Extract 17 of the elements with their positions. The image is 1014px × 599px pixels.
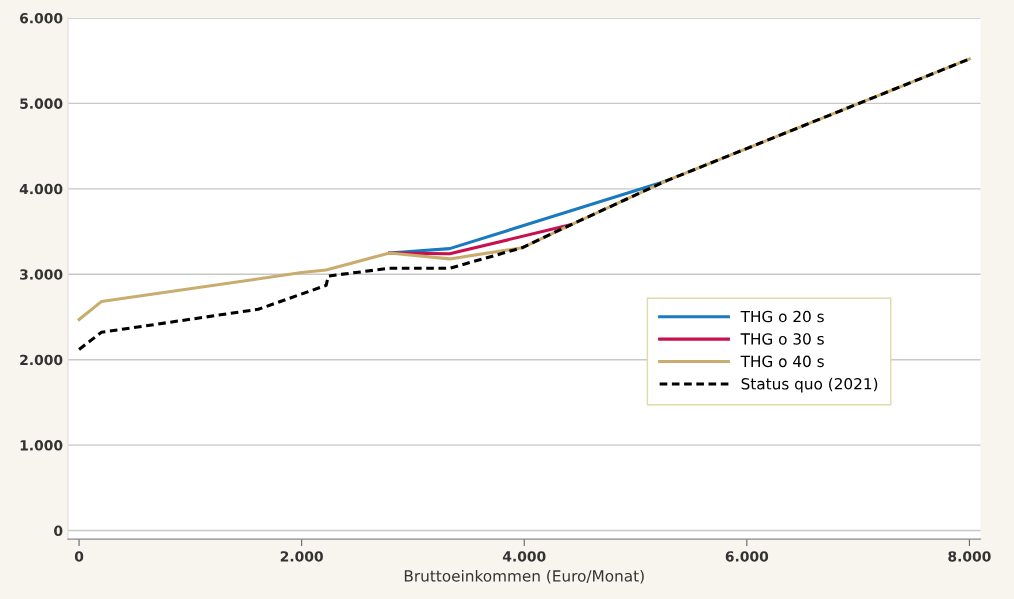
x-tick-label: 2.000 (280, 551, 323, 562)
y-tick-label: 0 (54, 525, 63, 537)
legend-label: Status quo (2021) (741, 377, 878, 393)
x-tick-label: 8.000 (948, 551, 991, 562)
x-tick-label: 6.000 (725, 551, 769, 562)
y-tick-label: 4.000 (19, 183, 63, 195)
x-tick-label: 0 (74, 551, 84, 562)
x-tick-label: 4.000 (502, 551, 546, 562)
y-tick-label: 2.000 (20, 354, 63, 366)
y-tick-label: 3.000 (20, 269, 63, 280)
y-tick-label: 6.000 (20, 12, 63, 24)
legend-label: THG o 30 s (740, 333, 824, 345)
x-axis-title: Bruttoeinkommen (Euro/Monat) (404, 569, 644, 584)
legend-label: THG o 40 s (740, 355, 824, 368)
legend-label: THG o 20 s (740, 310, 824, 323)
y-tick-label: 1.000 (20, 440, 63, 451)
y-tick-label: 5.000 (20, 98, 63, 109)
